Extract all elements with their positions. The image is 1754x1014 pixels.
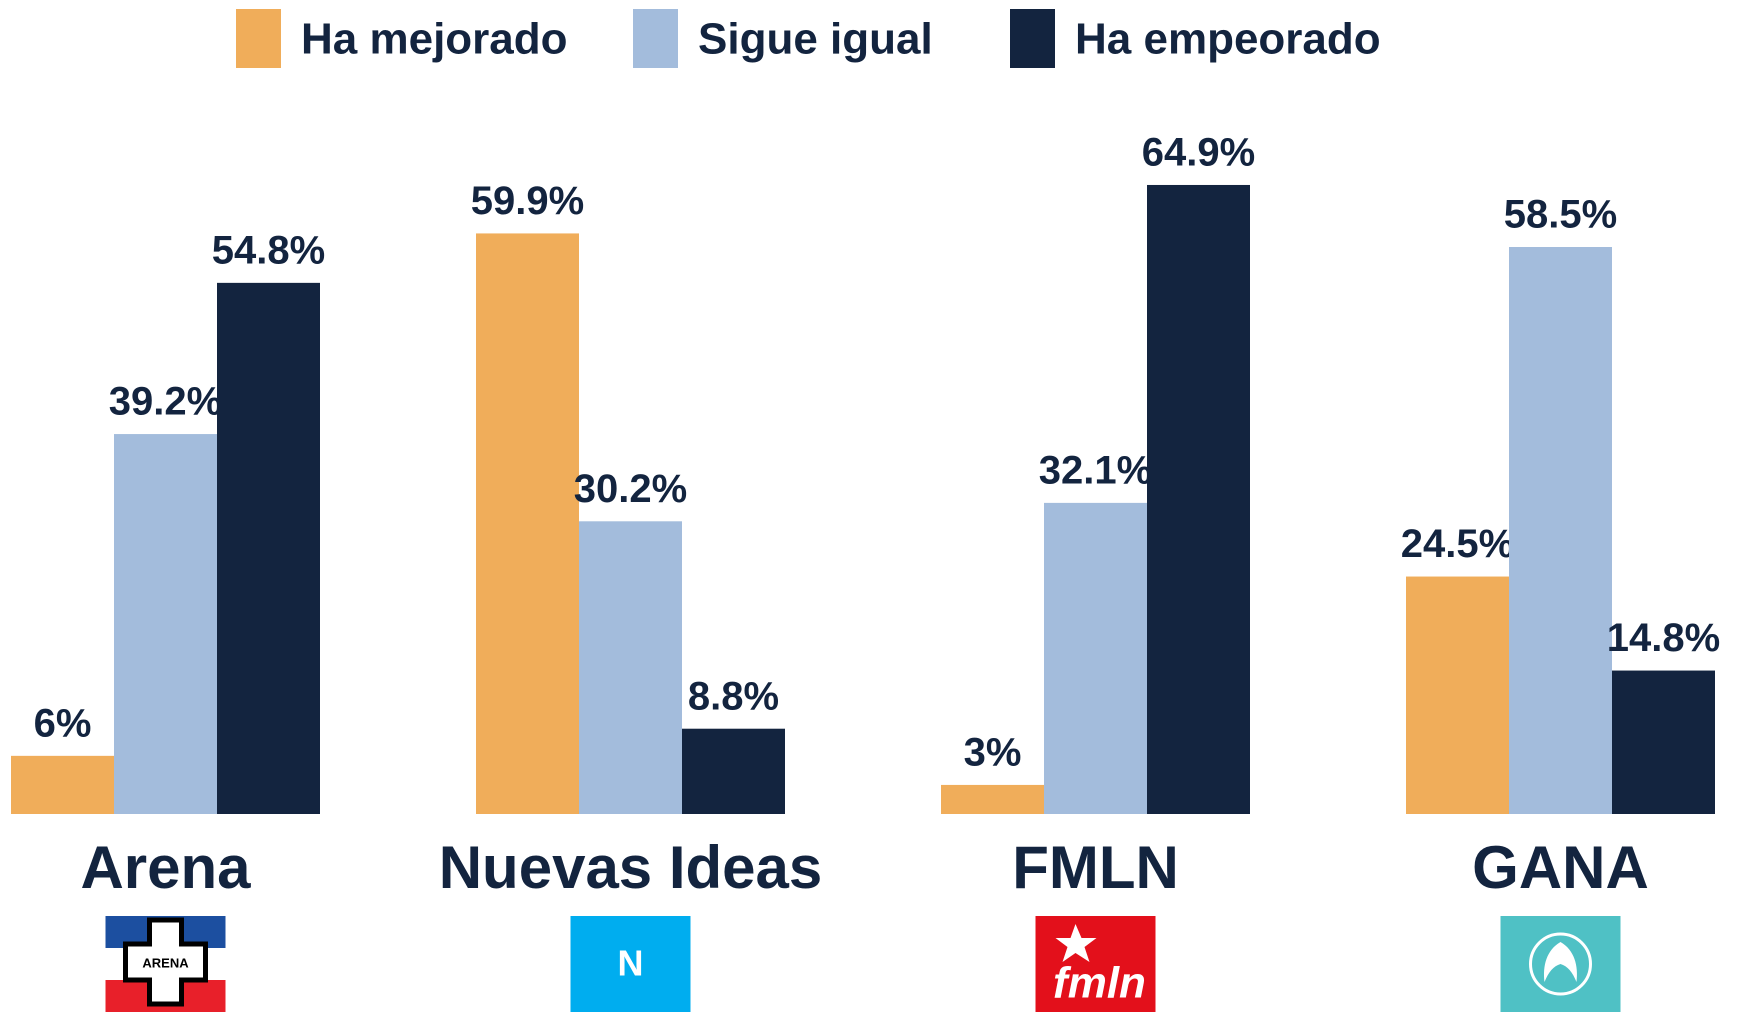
party-logo	[1500, 916, 1621, 1012]
value-label: 3%	[964, 730, 1022, 774]
logo-bg	[1035, 916, 1156, 1012]
value-label: 6%	[34, 701, 92, 745]
logo-cross	[123, 917, 208, 1007]
logo-text: N	[618, 943, 644, 984]
category-label: FMLN	[1012, 834, 1179, 901]
value-label: 24.5%	[1401, 522, 1514, 566]
legend-swatch	[236, 9, 281, 68]
bar	[682, 728, 785, 814]
bar	[1406, 576, 1509, 814]
logo-bird	[1544, 942, 1577, 982]
value-label: 30.2%	[574, 467, 687, 511]
party-logo: fmln	[1035, 916, 1156, 1012]
value-label: 59.9%	[471, 179, 584, 223]
category-label: GANA	[1472, 834, 1649, 901]
legend-swatch	[633, 9, 678, 68]
logo-ring	[1529, 932, 1592, 996]
bar	[1147, 184, 1250, 814]
value-label: 8.8%	[688, 674, 779, 718]
bar	[1612, 670, 1715, 814]
bar	[114, 434, 217, 814]
logo-text: fmln	[1053, 959, 1146, 1008]
legend-label: Ha mejorado	[301, 15, 568, 64]
value-label: 58.5%	[1504, 193, 1617, 237]
bar	[217, 282, 320, 814]
bar	[579, 521, 682, 814]
category-label: Arena	[80, 834, 251, 901]
bar	[11, 755, 114, 814]
bar	[1509, 247, 1612, 814]
value-label: 14.8%	[1607, 616, 1720, 660]
bar	[476, 233, 579, 814]
legend-swatch	[1010, 9, 1055, 68]
party-logo: N	[570, 916, 691, 1012]
bar	[941, 784, 1044, 814]
logo-text: ARENA	[142, 955, 189, 970]
value-label: 39.2%	[109, 380, 222, 424]
value-label: 64.9%	[1142, 131, 1255, 175]
value-label: 54.8%	[212, 228, 325, 272]
logo-bg	[570, 916, 691, 1012]
value-label: 32.1%	[1039, 448, 1152, 492]
legend-label: Ha empeorado	[1075, 15, 1381, 64]
category-label: Nuevas Ideas	[439, 834, 823, 901]
party-logo: ARENA	[105, 916, 226, 1012]
logo-star	[1055, 924, 1097, 962]
bar	[1044, 502, 1147, 814]
legend-label: Sigue igual	[698, 15, 933, 64]
